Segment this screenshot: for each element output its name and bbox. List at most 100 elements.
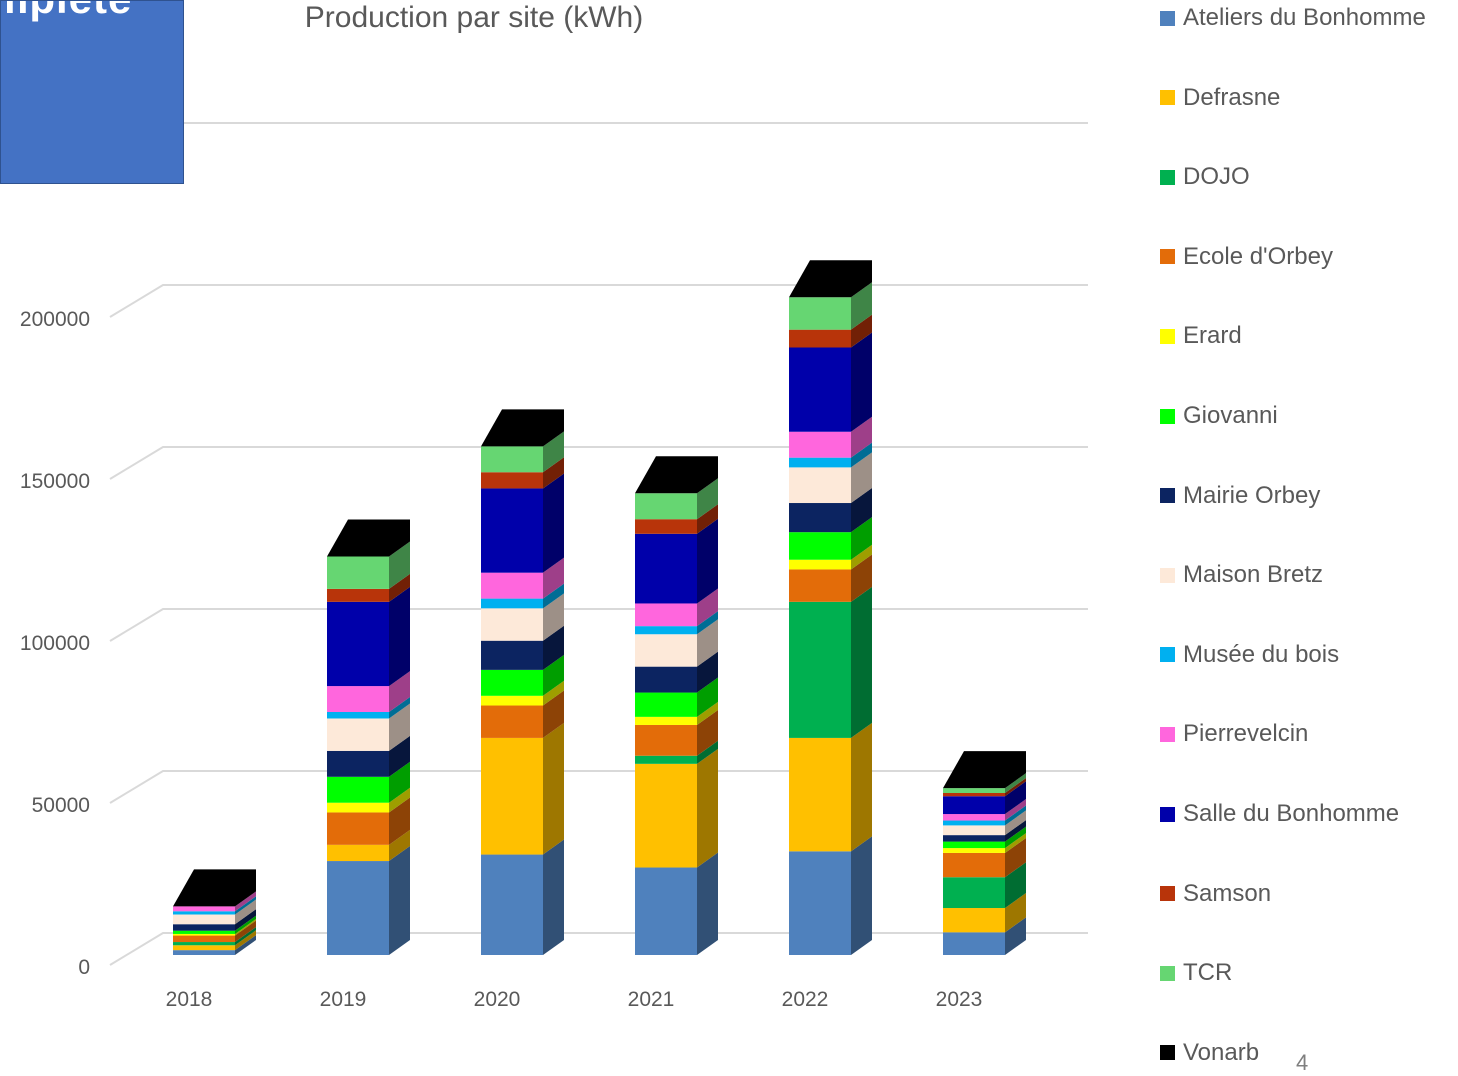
gridline	[109, 122, 1088, 156]
legend-item: Mairie Orbey	[1160, 481, 1320, 511]
bar-segment	[635, 867, 697, 955]
bar-segment-side	[389, 573, 410, 602]
bar-segment-side	[235, 918, 256, 936]
bar-segment	[327, 861, 389, 955]
legend-swatch	[1160, 886, 1175, 902]
x-tick-label: 2020	[474, 988, 521, 1011]
bar-segment-side	[389, 797, 410, 845]
legend-swatch	[1160, 1045, 1175, 1061]
bar-segment	[481, 608, 543, 641]
bar-segment-side	[1005, 799, 1026, 821]
bar-segment-side	[543, 473, 564, 573]
bar-segment	[789, 329, 851, 348]
legend-label: Pierrevelcin	[1183, 720, 1309, 748]
bar-segment-side	[389, 761, 410, 803]
bar-top	[943, 751, 1026, 789]
bar-segment-side	[389, 671, 410, 712]
legend-label: Samson	[1183, 879, 1272, 907]
bar-segment	[481, 640, 543, 670]
bar-segment-side	[1005, 833, 1026, 853]
bar-segment-side	[543, 839, 564, 955]
bar-segment-side	[851, 488, 872, 533]
legend-swatch	[1160, 488, 1175, 504]
bar-segment-side	[851, 554, 872, 602]
bar-segment-side	[1005, 917, 1026, 955]
bar-top	[327, 519, 410, 557]
bar-segment	[789, 467, 851, 504]
bar-segment	[943, 852, 1005, 878]
bar-segment	[635, 634, 697, 667]
bar-segment	[481, 854, 543, 955]
bar-segment	[943, 788, 1005, 793]
legend-item: Giovanni	[1160, 401, 1278, 431]
bar-segment-side	[697, 651, 718, 693]
legend-swatch	[1160, 726, 1175, 742]
y-tick-label: 200000	[20, 308, 90, 331]
bar-segment-side	[389, 787, 410, 813]
legend-label: Maison Bretz	[1183, 561, 1324, 589]
bar-segment	[327, 712, 389, 719]
bar-segment	[173, 933, 235, 936]
gridline	[109, 608, 1088, 642]
bar-segment-side	[697, 478, 718, 520]
bar-segment-side	[389, 586, 410, 687]
bar-segment-side	[1005, 820, 1026, 842]
bar-segment-side	[1005, 773, 1026, 793]
bar-segment-side	[851, 416, 872, 458]
bar-segment	[943, 932, 1005, 955]
legend-item: Vonarb	[1160, 1038, 1259, 1068]
bar-segment-side	[543, 593, 564, 641]
bar-segment	[173, 914, 235, 925]
bar-segment-side	[697, 701, 718, 725]
bar-segment-side	[389, 735, 410, 777]
bar-segment-side	[851, 314, 872, 348]
bar-segment-side	[697, 740, 718, 764]
bar-top	[481, 409, 564, 447]
x-tick-label: 2021	[628, 988, 675, 1011]
bar-segment	[943, 848, 1005, 853]
bar-segment	[943, 825, 1005, 836]
bar-segment	[173, 945, 235, 951]
bar-segment-side	[851, 332, 872, 432]
bar-segment	[481, 472, 543, 489]
bar-segment	[635, 626, 697, 635]
bar-segment	[481, 488, 543, 573]
bar-segment-side	[235, 930, 256, 951]
bar-segment-side	[543, 625, 564, 670]
gridline	[109, 284, 1088, 318]
bar-segment	[327, 750, 389, 777]
bar-segment-side	[851, 517, 872, 560]
bar-segment-side	[543, 431, 564, 473]
bar-segment	[635, 493, 697, 520]
bar-segment-side	[697, 852, 718, 955]
blue-text-box: mplète	[0, 0, 184, 184]
bar-segment	[481, 737, 543, 855]
box-text: mplète	[1, 1, 132, 23]
bar-top	[789, 260, 872, 298]
bar-segment-side	[235, 896, 256, 915]
bar-segment	[327, 812, 389, 845]
bar-segment	[635, 763, 697, 868]
legend-item: Maison Bretz	[1160, 560, 1323, 590]
bar-segment	[789, 737, 851, 852]
bar-segment	[173, 935, 235, 943]
bar-segment	[327, 556, 389, 589]
legend-swatch	[1160, 90, 1175, 106]
bar-segment	[481, 695, 543, 706]
legend-swatch	[1160, 806, 1175, 822]
bar-segment	[789, 457, 851, 468]
bar-segment	[635, 724, 697, 756]
bar-segment-side	[1005, 862, 1026, 909]
legend-item: Defrasne	[1160, 83, 1280, 113]
legend-swatch	[1160, 249, 1175, 265]
bar-segment-side	[851, 586, 872, 738]
legend-item: Pierrevelcin	[1160, 719, 1308, 749]
legend-item: Musée du bois	[1160, 640, 1339, 670]
bar-segment-side	[851, 836, 872, 955]
bar-segment-side	[851, 442, 872, 468]
legend-label: Mairie Orbey	[1183, 481, 1321, 509]
bar-segment-side	[697, 619, 718, 667]
bar-segment-side	[851, 282, 872, 330]
y-tick-label: 150000	[20, 470, 90, 493]
bar-segment-side	[389, 829, 410, 862]
